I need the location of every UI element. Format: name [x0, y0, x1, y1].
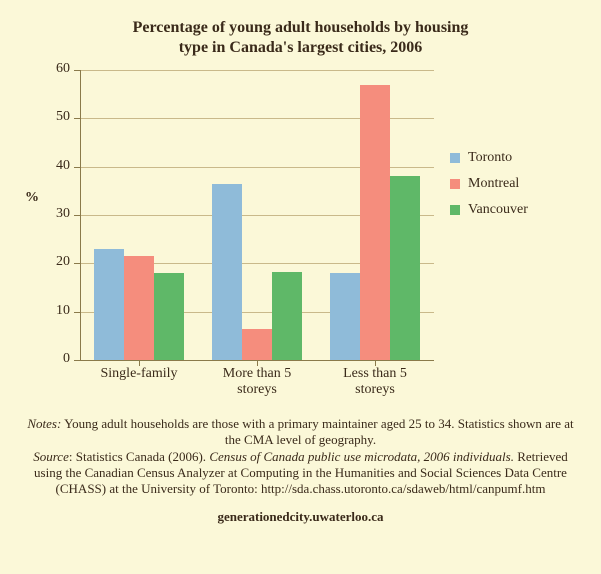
- figure-container: Percentage of young adult households by …: [0, 0, 601, 574]
- y-tick-label: 60: [56, 61, 70, 77]
- legend-swatch: [450, 153, 460, 163]
- attribution-text: generationedcity.uwaterloo.ca: [20, 509, 581, 525]
- x-tick: [139, 360, 140, 366]
- y-tick-label: 30: [56, 206, 70, 222]
- bar: [124, 256, 154, 360]
- bar: [390, 176, 420, 360]
- notes-text: Notes: Young adult households are those …: [20, 416, 581, 497]
- y-tick-label: 50: [56, 109, 70, 125]
- y-tick-label: 20: [56, 254, 70, 270]
- legend-item: Vancouver: [450, 202, 528, 218]
- y-tick-label: 0: [63, 351, 70, 367]
- legend-item: Montreal: [450, 176, 528, 192]
- legend-item: Toronto: [450, 150, 528, 166]
- chart-row: % 0102030405060 Single-familyMore than 5…: [20, 70, 581, 398]
- legend-label: Vancouver: [468, 202, 528, 218]
- x-tick: [375, 360, 376, 366]
- bar: [330, 273, 360, 360]
- gridline: [80, 70, 434, 71]
- y-tick-label: 40: [56, 158, 70, 174]
- bar: [360, 85, 390, 361]
- legend-label: Montreal: [468, 176, 519, 192]
- y-axis-label: %: [20, 70, 44, 206]
- plot-area: 0102030405060: [44, 70, 434, 360]
- legend-label: Toronto: [468, 150, 512, 166]
- y-tick-label: 10: [56, 303, 70, 319]
- legend: Toronto Montreal Vancouver: [434, 70, 528, 228]
- title-line-2: type in Canada's largest cities, 2006: [179, 39, 423, 56]
- title-line-1: Percentage of young adult households by …: [133, 19, 469, 36]
- bar: [242, 329, 272, 360]
- plot-wrap: 0102030405060 Single-familyMore than 5st…: [44, 70, 434, 398]
- bar: [212, 184, 242, 360]
- bar: [154, 273, 184, 360]
- y-axis: [80, 70, 81, 360]
- bar: [272, 272, 302, 360]
- legend-swatch: [450, 205, 460, 215]
- x-tick: [257, 360, 258, 366]
- chart-title: Percentage of young adult households by …: [20, 18, 581, 58]
- bar: [94, 249, 124, 360]
- legend-swatch: [450, 179, 460, 189]
